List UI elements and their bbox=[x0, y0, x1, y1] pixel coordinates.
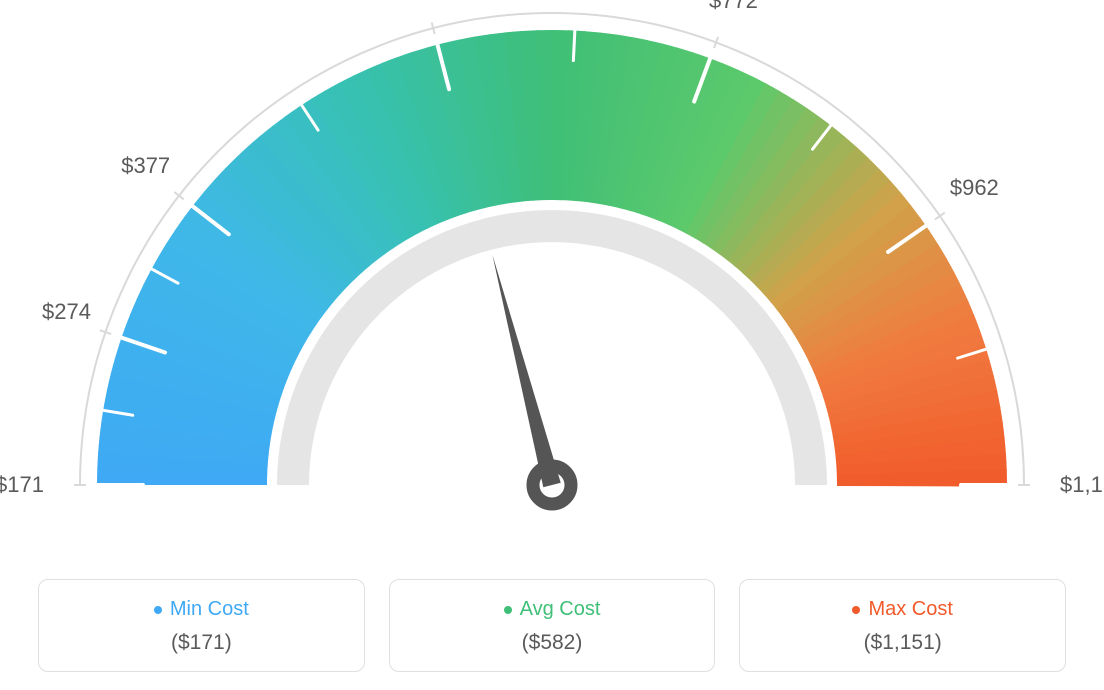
legend-max-label: Max Cost bbox=[868, 598, 952, 621]
dot-icon bbox=[154, 606, 162, 614]
gauge-tick-label: $274 bbox=[42, 300, 91, 326]
gauge-tick-label: $171 bbox=[0, 472, 44, 498]
legend-avg-title: Avg Cost bbox=[504, 598, 601, 621]
legend-avg-box: Avg Cost ($582) bbox=[389, 579, 716, 672]
legend-max-box: Max Cost ($1,151) bbox=[739, 579, 1066, 672]
gauge-svg bbox=[0, 0, 1104, 560]
legend-min-value: ($171) bbox=[39, 631, 364, 655]
legend-row: Min Cost ($171) Avg Cost ($582) Max Cost… bbox=[38, 579, 1066, 672]
dot-icon bbox=[852, 606, 860, 614]
dot-icon bbox=[504, 606, 512, 614]
gauge-tick-label: $1,151 bbox=[1060, 472, 1104, 498]
gauge-tick-label: $377 bbox=[121, 153, 170, 179]
gauge-tick-label: $962 bbox=[950, 175, 999, 201]
legend-max-value: ($1,151) bbox=[740, 631, 1065, 655]
gauge-tick-label: $772 bbox=[709, 0, 758, 14]
legend-avg-value: ($582) bbox=[390, 631, 715, 655]
legend-min-box: Min Cost ($171) bbox=[38, 579, 365, 672]
cost-gauge: $171$274$377$582$772$962$1,151 bbox=[0, 0, 1104, 560]
legend-min-title: Min Cost bbox=[154, 598, 249, 621]
legend-avg-label: Avg Cost bbox=[520, 598, 601, 621]
legend-min-label: Min Cost bbox=[170, 598, 249, 621]
legend-max-title: Max Cost bbox=[852, 598, 952, 621]
